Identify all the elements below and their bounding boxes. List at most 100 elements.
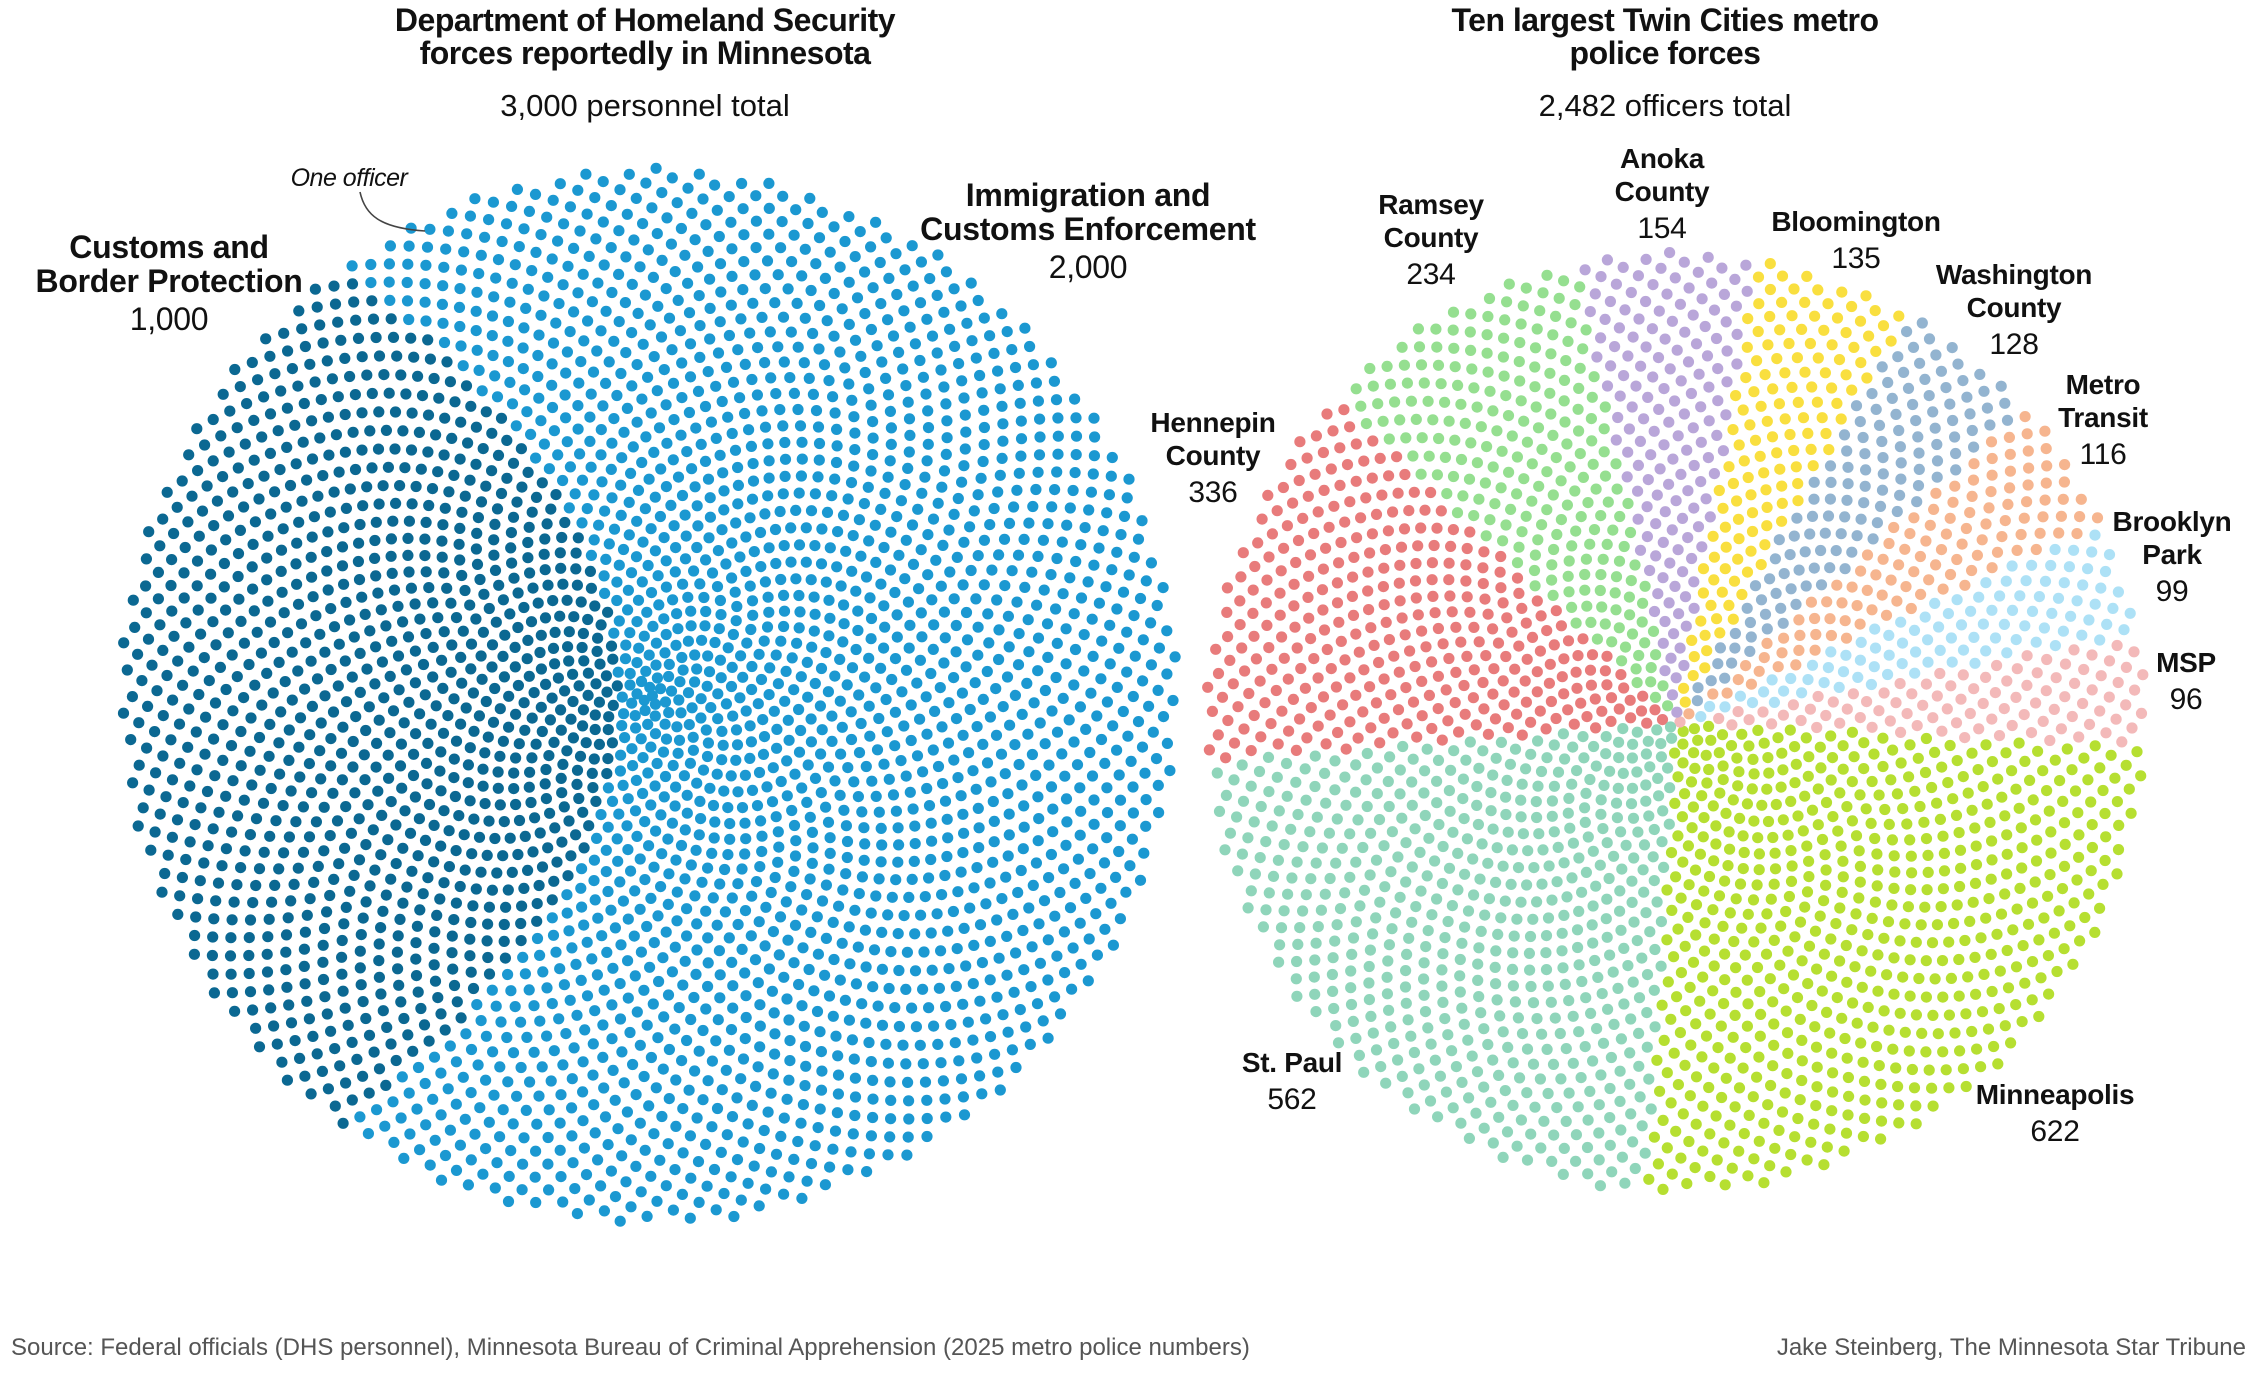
dot-ramsey-county xyxy=(1526,458,1538,470)
dot-ice xyxy=(615,509,627,521)
dot-minneapolis xyxy=(1762,752,1774,764)
dot-hennepin-county xyxy=(1303,612,1315,624)
dot-brooklyn-park xyxy=(2124,607,2136,619)
dot-hennepin-county xyxy=(1613,703,1625,715)
dot-ramsey-county xyxy=(1505,503,1517,515)
dot-anoka-county xyxy=(1740,259,1752,271)
dot-ice xyxy=(702,473,715,485)
dot-washington-county xyxy=(1842,461,1854,473)
dot-ice xyxy=(497,1104,509,1116)
dot-cbp xyxy=(363,1029,376,1041)
dot-minneapolis xyxy=(1801,886,1814,898)
dot-minneapolis xyxy=(1789,931,1801,943)
dot-ice xyxy=(859,266,871,278)
dot-ramsey-county xyxy=(1463,473,1476,485)
dot-washington-county xyxy=(1882,376,1894,389)
dot-ice xyxy=(1056,748,1068,760)
dot-ice xyxy=(714,992,726,1004)
dot-hennepin-county xyxy=(1605,692,1618,704)
dot-ice xyxy=(619,297,632,309)
dot-ice xyxy=(938,381,950,393)
dot-ice xyxy=(748,546,760,558)
dot-minneapolis xyxy=(1918,816,1930,828)
dot-ice xyxy=(1086,770,1099,782)
dot-anoka-county xyxy=(1641,531,1653,543)
dot-ice xyxy=(746,660,758,673)
dot-ice xyxy=(750,215,763,227)
dot-ice xyxy=(734,692,746,704)
dot-minneapolis xyxy=(1942,777,1954,789)
dot-ice xyxy=(597,400,609,412)
dot-ice xyxy=(922,405,934,417)
dot-ice xyxy=(700,554,712,566)
dot-cbp xyxy=(540,763,552,776)
dot-hennepin-county xyxy=(1293,474,1305,487)
dot-cbp xyxy=(468,725,480,737)
dot-metro-transit xyxy=(1810,628,1822,641)
dot-msp xyxy=(2116,736,2128,748)
dot-ice xyxy=(546,912,558,924)
dot-ice xyxy=(1012,379,1024,391)
dot-ice xyxy=(1001,930,1013,943)
dot-msp xyxy=(2077,697,2089,710)
dot-cbp xyxy=(335,334,347,346)
dot-ice xyxy=(1015,433,1028,445)
dot-ice xyxy=(528,1000,540,1012)
dot-ice xyxy=(503,1170,515,1182)
dot-cbp xyxy=(176,475,188,487)
dot-washington-county xyxy=(1769,553,1781,565)
dot-cbp xyxy=(319,690,331,702)
dot-ice xyxy=(846,1034,859,1046)
dot-cbp xyxy=(150,767,162,779)
dot-ice xyxy=(656,848,668,860)
dot-msp xyxy=(2068,644,2080,656)
dot-hennepin-county xyxy=(1501,612,1513,624)
dot-ice xyxy=(739,848,751,860)
dot-minneapolis xyxy=(1665,1013,1677,1025)
dot-msp xyxy=(2001,675,2013,687)
dot-cbp xyxy=(355,979,367,991)
dot-hennepin-county xyxy=(1460,559,1472,571)
dot-minneapolis xyxy=(1777,764,1789,776)
dot-ice xyxy=(635,1186,647,1198)
dot-minneapolis xyxy=(2079,911,2091,924)
dot-ice xyxy=(1087,650,1099,663)
dot-ice xyxy=(667,759,679,772)
dot-cbp xyxy=(376,809,388,822)
dot-ice xyxy=(1145,557,1157,569)
dot-minneapolis xyxy=(2056,883,2069,895)
dot-ice xyxy=(1002,850,1014,862)
dot-ice xyxy=(1051,637,1063,650)
dot-ice xyxy=(645,407,657,419)
dot-ice xyxy=(614,978,626,990)
dot-ice xyxy=(588,489,600,501)
dot-ice xyxy=(663,312,676,324)
dot-ice xyxy=(769,297,781,309)
dot-minneapolis xyxy=(1782,829,1794,841)
dot-anoka-county xyxy=(1659,333,1671,345)
dot-cbp xyxy=(493,579,505,591)
dot-cbp xyxy=(238,501,250,513)
dot-metro-transit xyxy=(1944,512,1956,524)
dot-hennepin-county xyxy=(1511,572,1524,584)
dot-minneapolis xyxy=(1951,755,1963,767)
dot-ice xyxy=(939,795,952,807)
dot-minneapolis xyxy=(1684,1090,1696,1102)
dot-minneapolis xyxy=(1685,776,1698,788)
dot-anoka-county xyxy=(1619,304,1631,316)
dot-ice xyxy=(809,608,821,620)
dot-anoka-county xyxy=(1642,391,1654,403)
dot-cbp xyxy=(427,671,439,683)
dot-ice xyxy=(403,1087,415,1099)
dot-cbp xyxy=(141,742,153,754)
dot-ice xyxy=(681,930,693,942)
dot-minneapolis xyxy=(1734,878,1747,890)
dot-cbp xyxy=(453,810,465,822)
dot-ice xyxy=(752,977,764,989)
dot-washington-county xyxy=(1940,382,1952,394)
dot-ice xyxy=(753,1200,765,1212)
dot-brooklyn-park xyxy=(1883,629,1895,642)
dot-cbp xyxy=(409,677,421,689)
dot-cbp xyxy=(140,553,152,565)
dot-st-paul xyxy=(1309,780,1321,793)
